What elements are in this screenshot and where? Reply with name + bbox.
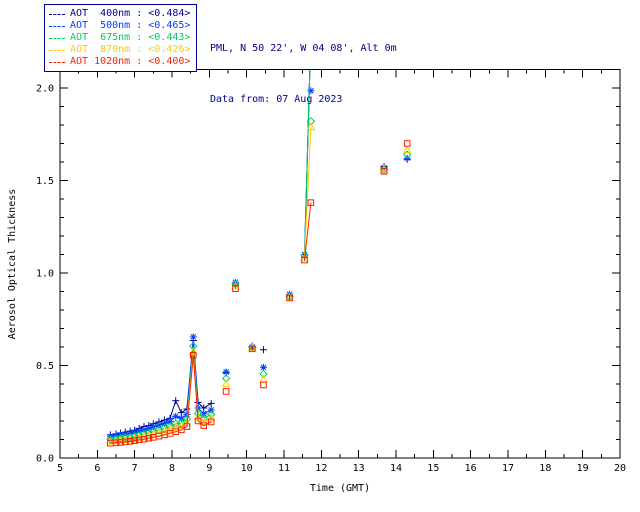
- svg-text:10: 10: [241, 463, 253, 474]
- svg-text:6: 6: [94, 463, 100, 474]
- svg-text:2.0: 2.0: [36, 84, 54, 95]
- tick-labels: 5 6 7 8 9 10 11 12 13 14 15 16 17 18 19 20 0.0 0.5 1.0 1.5 2…: [36, 84, 626, 475]
- series-line-sample-icon: [49, 37, 65, 39]
- axes: [59, 69, 621, 459]
- svg-text:0.0: 0.0: [36, 454, 54, 465]
- svg-text:9: 9: [206, 463, 212, 474]
- legend: AOT 400nm : <0.484> AOT 500nm : <0.465> …: [44, 4, 198, 72]
- svg-text:1.0: 1.0: [36, 269, 54, 280]
- svg-text:16: 16: [465, 463, 477, 474]
- svg-text:12: 12: [315, 463, 327, 474]
- legend-item: AOT 500nm : <0.465>: [49, 20, 190, 32]
- svg-text:0.5: 0.5: [36, 361, 54, 372]
- svg-text:7: 7: [132, 463, 138, 474]
- legend-item-label: AOT 870nm : <0.426>: [70, 44, 191, 55]
- y-axis-label: Aerosol Optical Thickness: [7, 189, 18, 340]
- legend-item-label: AOT 500nm : <0.465>: [70, 20, 191, 31]
- svg-text:15: 15: [427, 463, 439, 474]
- legend-item: AOT 870nm : <0.426>: [49, 44, 190, 56]
- svg-text:13: 13: [353, 463, 365, 474]
- station-location-text: PML, N 50 22', W 04 08', Alt 0m: [210, 43, 397, 54]
- legend-item-label: AOT 400nm : <0.484>: [70, 8, 191, 19]
- svg-text:11: 11: [278, 463, 290, 474]
- series-line-sample-icon: [49, 49, 65, 51]
- legend-item: AOT 1020nm : <0.400>: [49, 56, 190, 68]
- legend-item-label: AOT 1020nm : <0.400>: [70, 56, 191, 67]
- svg-text:17: 17: [502, 463, 514, 474]
- svg-text:5: 5: [57, 463, 63, 474]
- svg-text:1.5: 1.5: [36, 176, 54, 187]
- legend-item-label: AOT 675nm : <0.443>: [70, 32, 191, 43]
- series-line-sample-icon: [49, 13, 65, 15]
- svg-text:20: 20: [614, 463, 626, 474]
- svg-text:8: 8: [169, 463, 175, 474]
- data-series: [106, 69, 412, 447]
- svg-text:19: 19: [577, 463, 589, 474]
- series-line-sample-icon: [49, 61, 65, 63]
- svg-text:18: 18: [539, 463, 551, 474]
- data-date-text: Data from: 07 Aug 2023: [210, 94, 343, 105]
- legend-item: AOT 675nm : <0.443>: [49, 32, 190, 44]
- station-info: PML, N 50 22', W 04 08', Alt 0m Data fro…: [210, 6, 397, 142]
- legend-item: AOT 400nm : <0.484>: [49, 8, 190, 20]
- series-line-sample-icon: [49, 25, 65, 27]
- x-axis-label: Time (GMT): [310, 483, 370, 494]
- svg-text:14: 14: [390, 463, 402, 474]
